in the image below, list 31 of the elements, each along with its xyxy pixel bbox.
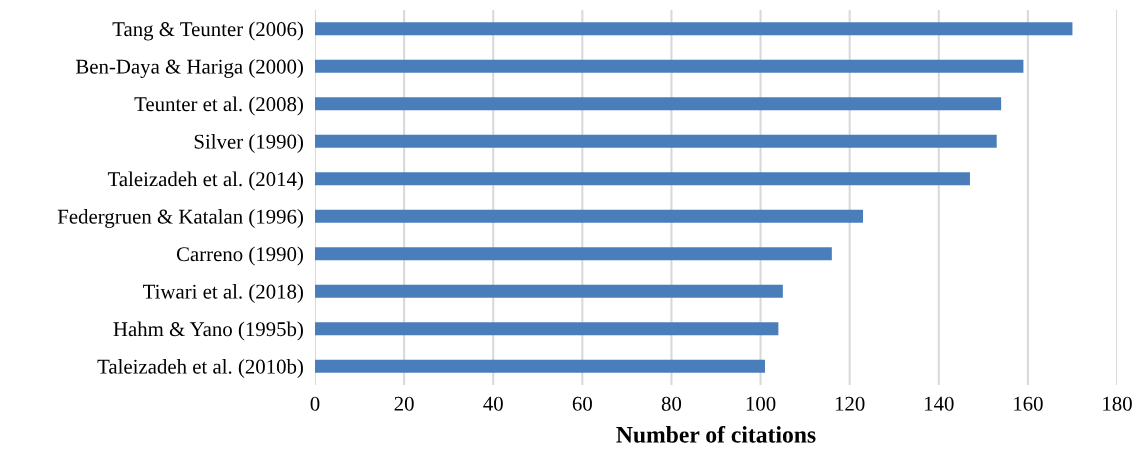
bar (315, 22, 1073, 36)
y-tick-label: Silver (1990) (194, 134, 303, 153)
bar (315, 134, 997, 148)
y-tick-label: Ben-Daya & Hariga (2000) (75, 59, 303, 78)
x-tick-label: 160 (1014, 396, 1043, 411)
x-tick-label: 120 (835, 396, 865, 411)
bar (315, 359, 766, 373)
y-tick-label: Carreno (1990) (176, 246, 303, 266)
bar (315, 322, 779, 336)
y-tick-label: Federgruen & Katalan (1996) (57, 209, 303, 228)
bar (315, 247, 832, 261)
x-tick-label: 40 (483, 396, 503, 411)
bar (315, 284, 783, 298)
y-tick-label: Tang & Teunter (2006) (112, 21, 303, 41)
y-tick-label: Taleizadeh et al. (2010b) (97, 359, 303, 378)
x-tick-label: 80 (661, 396, 682, 411)
y-tick-label: Teunter et al. (2008) (134, 96, 303, 116)
y-tick-label: Hahm & Yano (1995b) (113, 321, 303, 341)
x-axis-title: Number of citations (616, 425, 816, 443)
bar (315, 59, 1024, 73)
bar (315, 209, 864, 223)
x-tick-label: 140 (924, 396, 954, 411)
bar (315, 97, 1002, 111)
x-tick-label: 60 (572, 396, 592, 411)
x-tick-label: 0 (310, 396, 320, 411)
y-tick-label: Tiwari et al. (2018) (143, 284, 303, 303)
y-tick-label: Taleizadeh et al. (2014) (107, 171, 303, 191)
bar (315, 172, 970, 186)
x-tick-label: 100 (746, 396, 776, 411)
x-tick-label: 20 (394, 396, 414, 411)
x-tick-label: 180 (1103, 396, 1132, 411)
